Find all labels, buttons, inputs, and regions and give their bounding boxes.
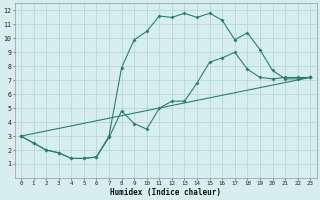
X-axis label: Humidex (Indice chaleur): Humidex (Indice chaleur) bbox=[110, 188, 221, 197]
